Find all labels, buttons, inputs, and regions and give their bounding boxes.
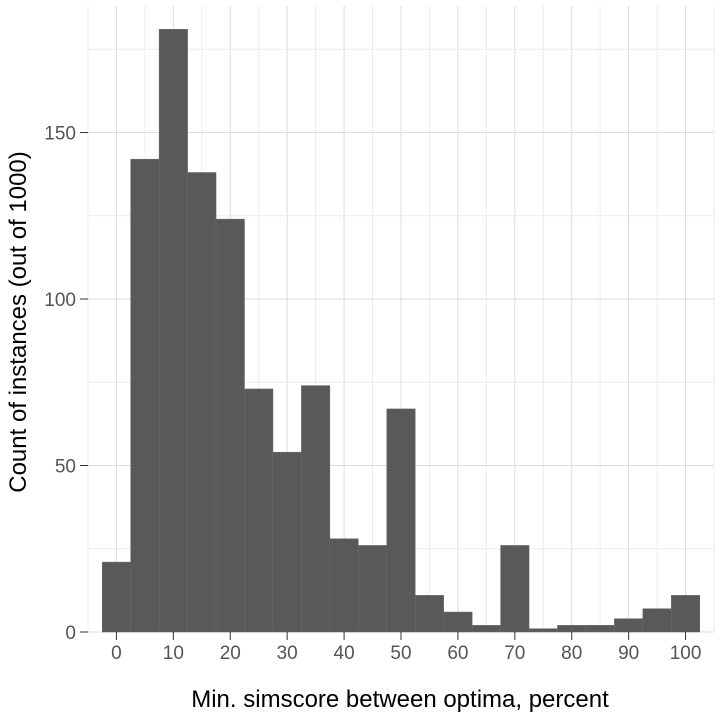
y-axis-ticks: 0 50 100 150 [44,124,88,644]
x-tick-label: 80 [561,643,582,664]
histogram-bar [528,628,558,633]
histogram-bar [130,158,160,633]
histogram-bar [671,595,701,633]
x-tick-label: 10 [163,643,184,664]
histogram-bar [471,625,501,633]
y-tick-label: 150 [44,124,76,145]
histogram-bar [101,561,131,633]
histogram-bar [358,545,388,633]
histogram-bar [500,545,530,633]
x-tick-label: 100 [670,643,702,664]
histogram-bar [386,408,416,633]
histogram-bar [557,625,587,633]
histogram-bar [272,451,302,633]
x-tick-label: 90 [618,643,639,664]
histogram-bar [329,538,359,633]
y-tick-label: 100 [44,290,76,311]
x-tick-label: 50 [390,643,411,664]
histogram-bar [585,625,615,633]
y-axis-title: Count of instances (out of 1000) [5,151,32,493]
x-tick-label: 30 [277,643,298,664]
histogram-bars [101,29,701,633]
histogram-bar [158,29,188,633]
y-tick-label: 0 [65,623,76,644]
x-axis-ticks: 0 10 20 30 40 50 60 70 80 90 100 [111,632,701,664]
y-tick-label: 50 [55,457,76,478]
histogram-bar [215,218,245,633]
x-tick-label: 0 [111,643,122,664]
x-tick-label: 20 [220,643,241,664]
histogram-bar [614,618,644,633]
x-axis-title: Min. simscore between optima, percent [191,686,609,713]
histogram-bar [443,611,473,633]
histogram-bar [301,385,331,633]
histogram-bar [187,172,217,633]
x-tick-label: 70 [504,643,525,664]
histogram-bar [642,608,672,633]
x-tick-label: 60 [447,643,468,664]
histogram-bar [244,388,274,633]
x-tick-label: 40 [334,643,355,664]
histogram-bar [414,595,444,633]
